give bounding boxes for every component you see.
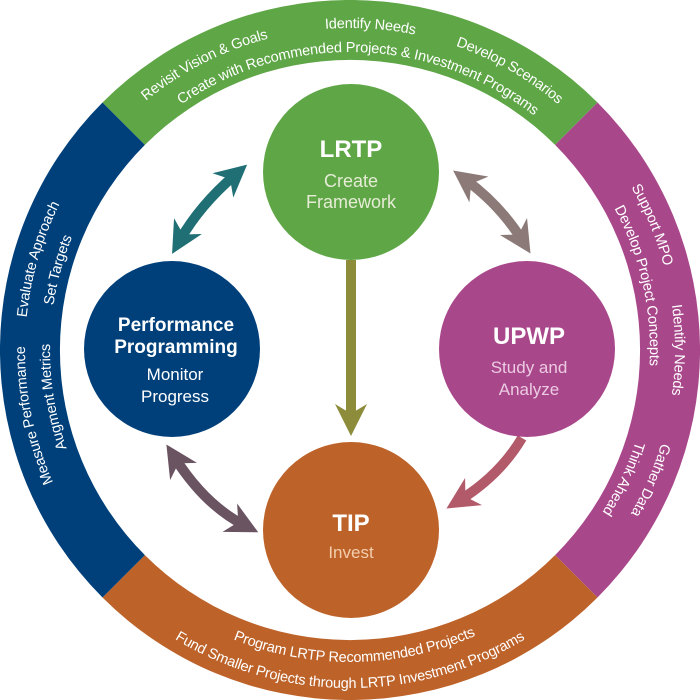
node-title: TIP <box>332 510 369 537</box>
node-subtitle: Study and <box>491 358 568 377</box>
node-title: LRTP <box>320 136 383 163</box>
node-title: Performance <box>118 315 234 336</box>
node-subtitle: Monitor <box>147 365 204 384</box>
arrow-lrtp-performance <box>172 164 248 254</box>
node-lrtp: LRTP Create Framework <box>263 84 439 260</box>
node-subtitle: Invest <box>328 543 374 562</box>
ring-segment-upwp <box>555 102 700 598</box>
arrow-upwp-to-tip <box>446 435 527 509</box>
ring-label: Identify Needs <box>668 303 687 396</box>
node-performance-programming: Performance Programming Monitor Progress <box>84 261 260 437</box>
node-title: Programming <box>114 337 238 358</box>
node-subtitle: Analyze <box>499 380 559 399</box>
node-subtitle: Progress <box>141 387 209 406</box>
node-title: UPWP <box>493 323 565 350</box>
ring-segment-tip <box>102 555 598 700</box>
ring-segment-lrtp <box>102 0 598 145</box>
node-tip: TIP Invest <box>263 442 439 618</box>
arrow-lrtp-upwp <box>453 170 531 254</box>
arrows <box>166 164 531 533</box>
ring-segment-performance <box>0 102 145 598</box>
node-subtitle: Create <box>324 171 378 191</box>
node-upwp: UPWP Study and Analyze <box>439 261 615 437</box>
node-subtitle: Framework <box>306 192 397 212</box>
arrow-performance-tip <box>166 444 259 533</box>
